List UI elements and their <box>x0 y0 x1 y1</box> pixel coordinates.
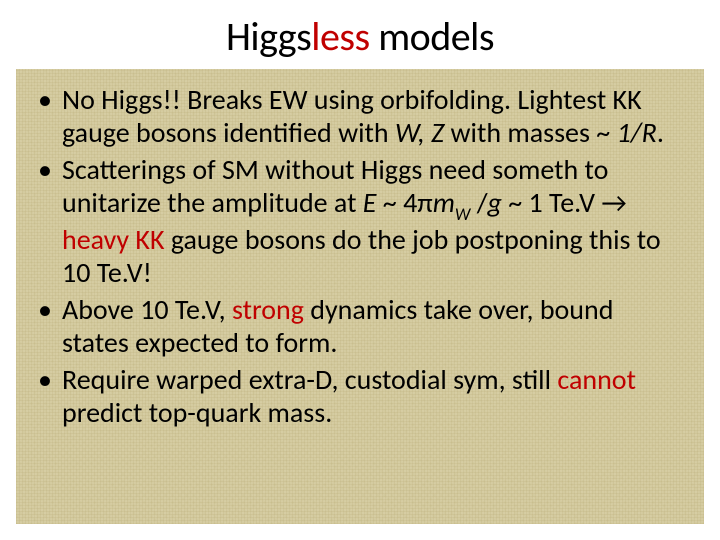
bullet-segment: / <box>470 185 487 220</box>
bullet-item: Above 10 Te.V, strong dynamics take over… <box>34 293 686 359</box>
bullet-segment: 1/R <box>617 115 657 150</box>
bullet-segment: with masses ~ <box>444 115 616 150</box>
slide-title: Higgsless models <box>40 12 680 61</box>
bullet-segment: cannot <box>557 362 636 397</box>
bullet-segment: predict top-quark mass. <box>62 395 332 430</box>
slide: Higgsless models No Higgs!! Breaks EW us… <box>0 0 720 540</box>
title-part3: models <box>370 12 494 61</box>
title-part2-red: less <box>311 12 369 61</box>
bullet-segment: ~ 1 Te.V → <box>502 185 627 220</box>
bullet-segment: Above 10 Te.V, <box>62 292 232 327</box>
body-area: No Higgs!! Breaks EW using orbifolding. … <box>16 69 704 524</box>
bullet-segment: W, Z <box>395 115 444 150</box>
bullet-segment: E <box>363 185 377 220</box>
bullet-list: No Higgs!! Breaks EW using orbifolding. … <box>34 83 686 429</box>
bullet-segment: strong <box>232 292 304 327</box>
title-part1: Higgs <box>226 12 311 61</box>
bullet-item: Require warped extra-D, custodial sym, s… <box>34 363 686 429</box>
bullet-segment: . <box>657 115 664 150</box>
bullet-segment: g <box>488 185 502 220</box>
bullet-segment: m <box>433 185 455 220</box>
bullet-item: Scatterings of SM without Higgs need som… <box>34 153 686 289</box>
title-area: Higgsless models <box>0 0 720 69</box>
bullet-segment: W <box>455 203 470 225</box>
bullet-segment: ~ 4π <box>376 185 432 220</box>
bullet-segment: Require warped extra-D, custodial sym, s… <box>62 362 557 397</box>
bullet-item: No Higgs!! Breaks EW using orbifolding. … <box>34 83 686 149</box>
bullet-segment: heavy KK <box>62 222 165 257</box>
